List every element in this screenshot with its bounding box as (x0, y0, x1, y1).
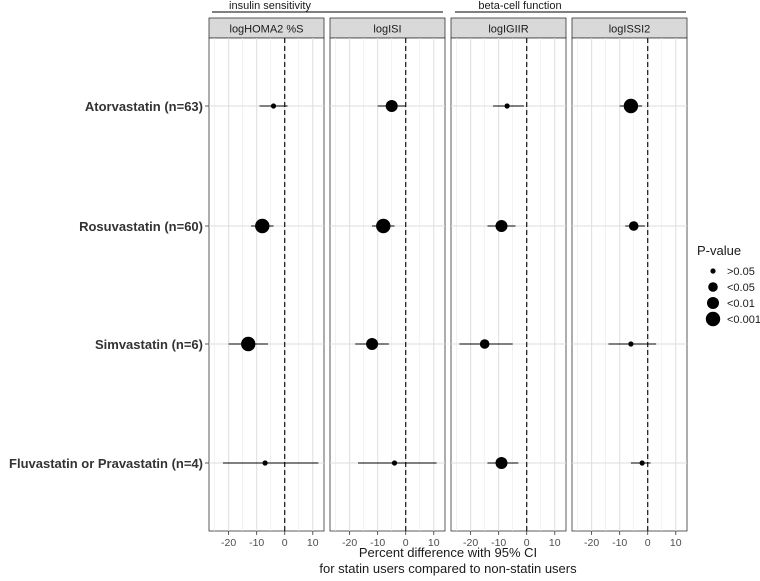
x-tick-label: -20 (221, 537, 236, 549)
panel-title-3: logISSI2 (609, 24, 651, 36)
x-tick-label: 0 (645, 537, 651, 549)
x-tick-label: -20 (342, 537, 357, 549)
panel-3: -20 -10 0 10 (571, 37, 688, 549)
panels: -20 -10 0 10 -20 -10 0 10 -20 -10 0 10 -20 -10 0 10 (205, 37, 688, 549)
legend-label: <0.05 (727, 282, 755, 294)
legend-label: <0.01 (727, 298, 755, 310)
panel-1: -20 -10 0 10 (329, 37, 446, 549)
point-estimate (262, 460, 268, 466)
point-estimate (391, 460, 398, 466)
group-label-insulin-sensitivity: insulin sensitivity (229, 0, 311, 12)
legend-label: >0.05 (727, 266, 755, 278)
legend-label: <0.001 (727, 314, 760, 326)
x-axis-title-line1: Percent difference with 95% CI (359, 545, 537, 560)
x-tick-label: -10 (249, 537, 264, 549)
row-label-rosuvastatin: Rosuvastatin (n=60) (79, 219, 203, 234)
panel-title-0: logHOMA2 %S (230, 24, 304, 36)
panel-frame-0 (208, 37, 325, 532)
point-estimate (628, 341, 634, 347)
point-estimate (385, 100, 398, 112)
legend-key (707, 297, 719, 309)
legend-key (705, 311, 721, 327)
row-label-atorvastatin: Atorvastatin (n=63) (85, 99, 203, 114)
legend: P-value >0.05 <0.05 <0.01 <0.001 (697, 243, 760, 327)
x-tick-label: 10 (549, 537, 561, 549)
x-tick-label: -10 (491, 537, 506, 549)
x-tick-label: -20 (463, 537, 478, 549)
x-tick-label: 0 (282, 537, 288, 549)
row-labels: Atorvastatin (n=63) Rosuvastatin (n=60) … (9, 99, 203, 471)
x-tick-label: 0 (403, 537, 409, 549)
point-estimate (270, 103, 277, 109)
point-estimate (366, 338, 379, 350)
point-estimate (241, 336, 256, 352)
point-estimate (255, 218, 270, 234)
point-estimate (623, 98, 639, 114)
x-tick-label: -10 (612, 537, 627, 549)
point-estimate (639, 460, 645, 466)
legend-key (708, 282, 718, 292)
panel-0: -20 -10 0 10 (208, 37, 325, 549)
point-estimate (376, 218, 391, 234)
panel-frame-1 (329, 37, 446, 532)
panel-frame-2 (450, 37, 567, 532)
point-estimate (479, 339, 490, 349)
x-tick-label: 10 (428, 537, 440, 549)
point-estimate (504, 103, 510, 109)
group-label-beta-cell-function: beta-cell function (478, 0, 561, 12)
x-tick-label: 0 (524, 537, 530, 549)
x-tick-label: 10 (307, 537, 319, 549)
x-tick-label: 10 (670, 537, 682, 549)
point-estimate (495, 457, 508, 469)
point-estimate (628, 221, 639, 231)
row-label-simvastatin: Simvastatin (n=6) (95, 337, 203, 352)
x-tick-label: -20 (584, 537, 599, 549)
panel-title-2: logIGIIR (488, 24, 528, 36)
row-label-fluvastatin-pravastatin: Fluvastatin or Pravastatin (n=4) (9, 456, 203, 471)
panel-strips: logHOMA2 %S logISI logIGIIR logISSI2 (208, 17, 688, 39)
point-estimate (495, 220, 508, 232)
legend-title: P-value (697, 243, 741, 258)
panel-title-1: logISI (373, 24, 401, 36)
legend-key (710, 268, 716, 274)
x-tick-label: -10 (370, 537, 385, 549)
x-axis-title-line2: for statin users compared to non-statin … (319, 561, 577, 576)
panel-2: -20 -10 0 10 (450, 37, 567, 549)
